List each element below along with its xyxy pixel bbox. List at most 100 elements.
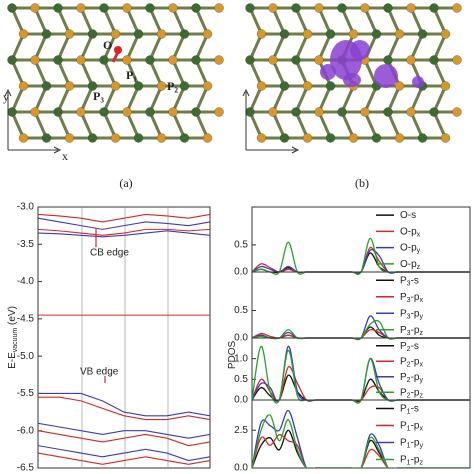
bond	[125, 7, 140, 35]
bond	[432, 85, 447, 113]
bond	[148, 59, 163, 87]
atom	[440, 81, 451, 91]
atom	[76, 3, 86, 13]
bond	[340, 85, 355, 113]
bond	[248, 33, 263, 61]
atom	[337, 107, 347, 117]
atom	[110, 81, 121, 91]
atom	[429, 55, 439, 65]
atom	[179, 133, 190, 143]
atom	[145, 3, 155, 13]
data-line	[252, 434, 470, 468]
atom	[440, 133, 451, 143]
atom	[452, 3, 462, 13]
bond	[56, 33, 71, 61]
atom	[214, 3, 224, 13]
annotation: VB edge	[80, 367, 119, 378]
atom	[245, 107, 255, 117]
atom	[76, 55, 86, 65]
atom	[383, 107, 393, 117]
legend-label: O-pz	[400, 259, 421, 272]
bond	[432, 7, 447, 35]
y-tick-label: -6.5	[17, 463, 35, 474]
atom	[7, 107, 17, 117]
bond	[56, 59, 71, 87]
series-group	[252, 315, 470, 341]
atom	[156, 81, 167, 91]
y-tick-label: 2.5	[234, 425, 248, 436]
atom	[245, 3, 255, 13]
atom	[156, 133, 167, 143]
bond	[56, 7, 71, 35]
atom	[245, 55, 255, 65]
panel-label: (b)	[355, 176, 369, 190]
data-line	[252, 345, 470, 404]
atom	[64, 81, 75, 91]
bond	[102, 33, 117, 61]
bond	[294, 85, 309, 113]
atom	[371, 133, 382, 143]
bond	[79, 85, 94, 113]
y-tick-label: 1.0	[234, 353, 248, 364]
atom	[202, 133, 213, 143]
arrow-head	[4, 88, 12, 97]
bond	[386, 7, 401, 35]
bond	[248, 59, 263, 87]
atom	[64, 133, 75, 143]
atom	[325, 81, 336, 91]
atom	[279, 29, 290, 39]
legend-label: P3-py	[400, 308, 423, 321]
atom	[214, 107, 224, 117]
panel-label: (a)	[119, 176, 132, 190]
bond	[271, 33, 286, 61]
atom	[179, 81, 190, 91]
atom	[191, 55, 201, 65]
atom	[383, 55, 393, 65]
atom	[452, 107, 462, 117]
bond	[248, 7, 263, 35]
legend-label: O-py	[400, 242, 421, 255]
data-line	[38, 392, 210, 417]
bond	[194, 111, 209, 139]
atom	[314, 107, 324, 117]
bond	[386, 33, 401, 61]
atom	[406, 3, 416, 13]
bond	[10, 33, 25, 61]
atom	[302, 29, 313, 39]
atom	[191, 107, 201, 117]
data-line	[38, 213, 210, 223]
atom	[279, 81, 290, 91]
atom	[202, 81, 213, 91]
atom	[41, 133, 52, 143]
atom	[7, 3, 17, 13]
axis-name: x	[62, 149, 68, 163]
bond	[10, 111, 25, 139]
atom	[348, 133, 359, 143]
legend-label: O-s	[400, 210, 416, 221]
bond	[171, 33, 186, 61]
y-tick-label: -5.5	[17, 388, 35, 399]
atom	[122, 3, 132, 13]
atom	[145, 107, 155, 117]
charge-density	[374, 64, 398, 88]
atom	[314, 3, 324, 13]
atom	[202, 29, 213, 39]
atom	[110, 29, 121, 39]
bond	[194, 59, 209, 87]
atom	[406, 55, 416, 65]
atom	[371, 29, 382, 39]
bond	[56, 111, 71, 139]
bond	[409, 111, 424, 139]
bond	[271, 85, 286, 113]
atom	[268, 55, 278, 65]
bond	[386, 111, 401, 139]
bond	[271, 7, 286, 35]
bond	[33, 33, 48, 61]
bond	[386, 85, 401, 113]
bond	[340, 7, 355, 35]
legend-label: P3-s	[400, 275, 419, 288]
atom	[417, 133, 428, 143]
y-tick-label: -4.5	[17, 313, 35, 324]
atom	[133, 81, 144, 91]
bond	[409, 33, 424, 61]
